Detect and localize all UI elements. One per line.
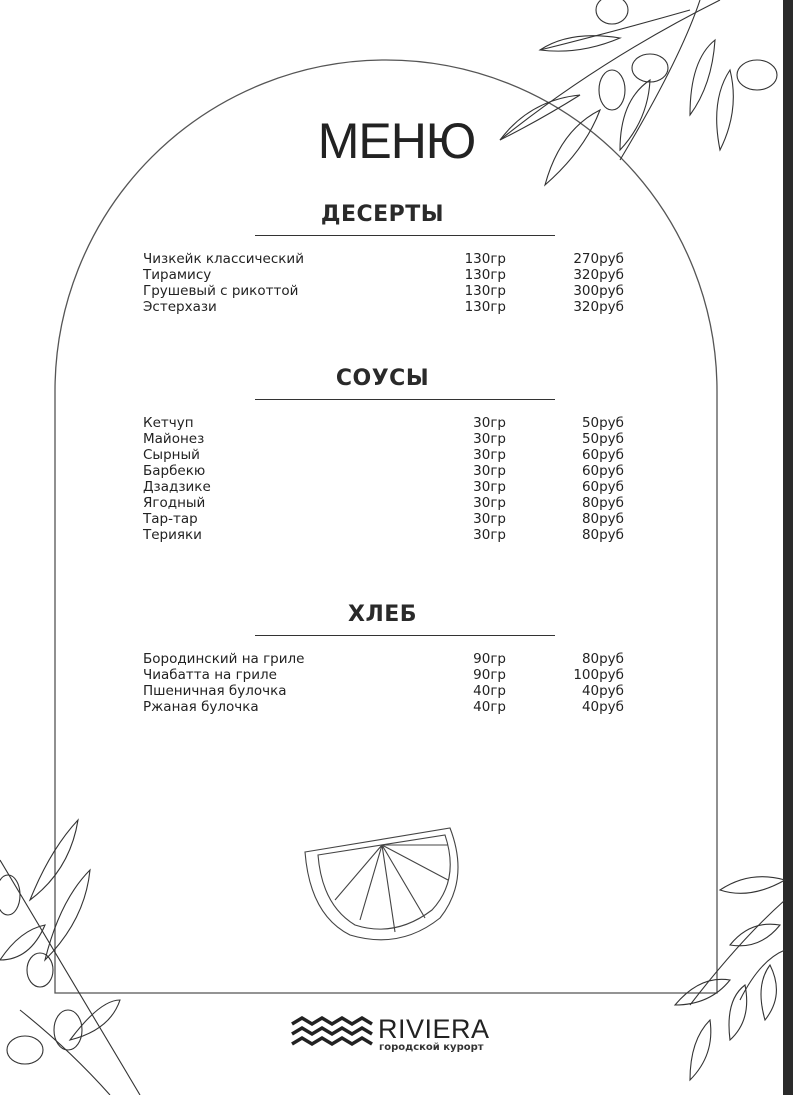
item-weight: 130гр [464,299,506,315]
item-weight: 130гр [464,267,506,283]
menu-item: Майонез 30гр 50руб [143,431,624,447]
menu-item: Эстерхази 130гр 320руб [143,299,624,315]
item-weight: 30гр [473,463,506,479]
divider [255,635,555,636]
menu-item: Бородинский на гриле 90гр 80руб [143,651,624,667]
item-name: Майонез [143,431,205,447]
section-desserts: ДЕСЕРТЫ Чизкейк классический 130гр 270руб Т… [143,202,624,315]
item-price: 300руб [573,283,624,299]
olive-branch-bottom-left-icon [0,818,141,1095]
item-price: 80руб [581,495,624,511]
section-title: СОУСЫ [335,366,430,391]
item-weight: 30гр [473,511,506,527]
item-weight: 130гр [464,283,506,299]
section-bread: ХЛЕБ Бородинский на гриле 90гр 80руб Чиабат… [143,602,624,715]
logo-subtitle: городской курорт [379,1042,484,1053]
item-name: Барбекю [143,463,206,479]
menu-item: Чизкейк классический 130гр 270руб [143,251,624,267]
menu-item: Тар-тар 30гр 80руб [143,511,624,527]
item-weight: 30гр [473,527,506,543]
menu-item: Пшеничная булочка 40гр 40руб [143,683,624,699]
item-name: Бородинский на гриле [143,651,305,667]
item-name: Ягодный [143,495,206,511]
item-name: Тирамису [143,267,212,283]
item-price: 60руб [581,463,624,479]
item-weight: 130гр [464,251,506,267]
item-price: 80руб [581,511,624,527]
item-price: 320руб [573,267,624,283]
item-list: Чизкейк классический 130гр 270руб Тирамису 1… [143,251,624,315]
item-price: 80руб [581,527,624,543]
menu-item: Ягодный 30гр 80руб [143,495,624,511]
item-price: 270руб [573,251,624,267]
item-price: 50руб [581,431,624,447]
section-sauces: СОУСЫ Кетчуп 30гр 50руб Майонез 30гр 50руб Сыр… [143,366,624,543]
menu-item: Терияки 30гр 80руб [143,527,624,543]
page-title: МЕНЮ [317,113,477,169]
item-price: 60руб [581,479,624,495]
item-weight: 30гр [473,495,506,511]
item-price: 80руб [581,651,624,667]
menu-item: Ржаная булочка 40гр 40руб [143,699,624,715]
item-name: Дзадзике [143,479,211,495]
item-name: Пшеничная булочка [143,683,287,699]
item-name: Ржаная булочка [143,699,259,715]
item-price: 60руб [581,447,624,463]
logo-name: RIVIERA [378,1014,490,1044]
divider [255,235,555,236]
item-weight: 30гр [473,415,506,431]
item-weight: 30гр [473,431,506,447]
item-weight: 30гр [473,479,506,495]
item-price: 40руб [581,683,624,699]
menu-item: Грушевый с рикоттой 130гр 300руб [143,283,624,299]
item-name: Грушевый с рикоттой [143,283,299,299]
riviera-logo: RIVIERA городской курорт [290,1012,490,1057]
item-name: Чиабатта на гриле [143,667,277,683]
menu-item: Дзадзике 30гр 60руб [143,479,624,495]
item-name: Терияки [143,527,202,543]
item-weight: 40гр [473,699,506,715]
item-price: 100руб [573,667,624,683]
olive-branch-top-right-icon [499,0,778,187]
item-price: 320руб [573,299,624,315]
item-name: Тар-тар [143,511,198,527]
item-list: Кетчуп 30гр 50руб Майонез 30гр 50руб Сырный 30г… [143,415,624,543]
menu-item: Сырный 30гр 60руб [143,447,624,463]
item-weight: 90гр [473,651,506,667]
item-name: Кетчуп [143,415,194,431]
item-weight: 30гр [473,447,506,463]
item-weight: 90гр [473,667,506,683]
orange-slice-icon [304,827,459,941]
item-price: 40руб [581,699,624,715]
item-name: Сырный [143,447,200,463]
arch-frame [54,59,718,994]
menu-item: Кетчуп 30гр 50руб [143,415,624,431]
item-list: Бородинский на гриле 90гр 80руб Чиабатта на… [143,651,624,715]
menu-item: Тирамису 130гр 320руб [143,267,624,283]
item-weight: 40гр [473,683,506,699]
divider [255,399,555,400]
item-price: 50руб [581,415,624,431]
page-edge [783,0,793,1095]
menu-item: Чиабатта на гриле 90гр 100руб [143,667,624,683]
riviera-logo-waves-icon [291,1015,373,1047]
olive-branch-bottom-right-icon [673,876,787,1082]
section-title: ХЛЕБ [347,602,418,627]
item-name: Эстерхази [143,299,217,315]
section-title: ДЕСЕРТЫ [320,202,445,227]
item-name: Чизкейк классический [143,251,304,267]
menu-item: Барбекю 30гр 60руб [143,463,624,479]
